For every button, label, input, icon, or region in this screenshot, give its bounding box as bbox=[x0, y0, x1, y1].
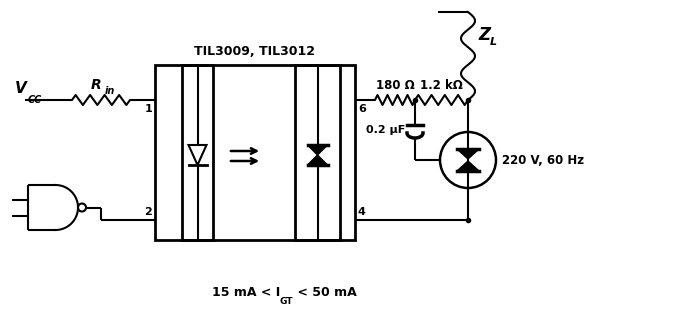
Text: Z: Z bbox=[478, 26, 490, 44]
Text: 1.2 kΩ: 1.2 kΩ bbox=[420, 79, 463, 92]
Text: 180 Ω: 180 Ω bbox=[376, 79, 415, 92]
Text: 2: 2 bbox=[144, 207, 152, 217]
Text: 15 mA < I: 15 mA < I bbox=[211, 286, 280, 299]
Text: 0.2 μF: 0.2 μF bbox=[366, 125, 405, 135]
Text: L: L bbox=[490, 37, 497, 47]
Polygon shape bbox=[308, 155, 327, 165]
Polygon shape bbox=[457, 161, 479, 171]
Text: TIL3009, TIL3012: TIL3009, TIL3012 bbox=[195, 45, 315, 58]
Text: GT: GT bbox=[280, 298, 293, 307]
Text: 4: 4 bbox=[358, 207, 366, 217]
Text: 220 V, 60 Hz: 220 V, 60 Hz bbox=[502, 154, 584, 166]
Text: CC: CC bbox=[28, 95, 43, 105]
Polygon shape bbox=[308, 145, 327, 155]
Text: in: in bbox=[105, 86, 115, 96]
Text: 6: 6 bbox=[358, 104, 366, 114]
Polygon shape bbox=[457, 149, 479, 159]
Text: V: V bbox=[15, 81, 27, 96]
Text: R: R bbox=[91, 78, 101, 92]
Text: 1: 1 bbox=[144, 104, 152, 114]
Text: < 50 mA: < 50 mA bbox=[293, 286, 357, 299]
